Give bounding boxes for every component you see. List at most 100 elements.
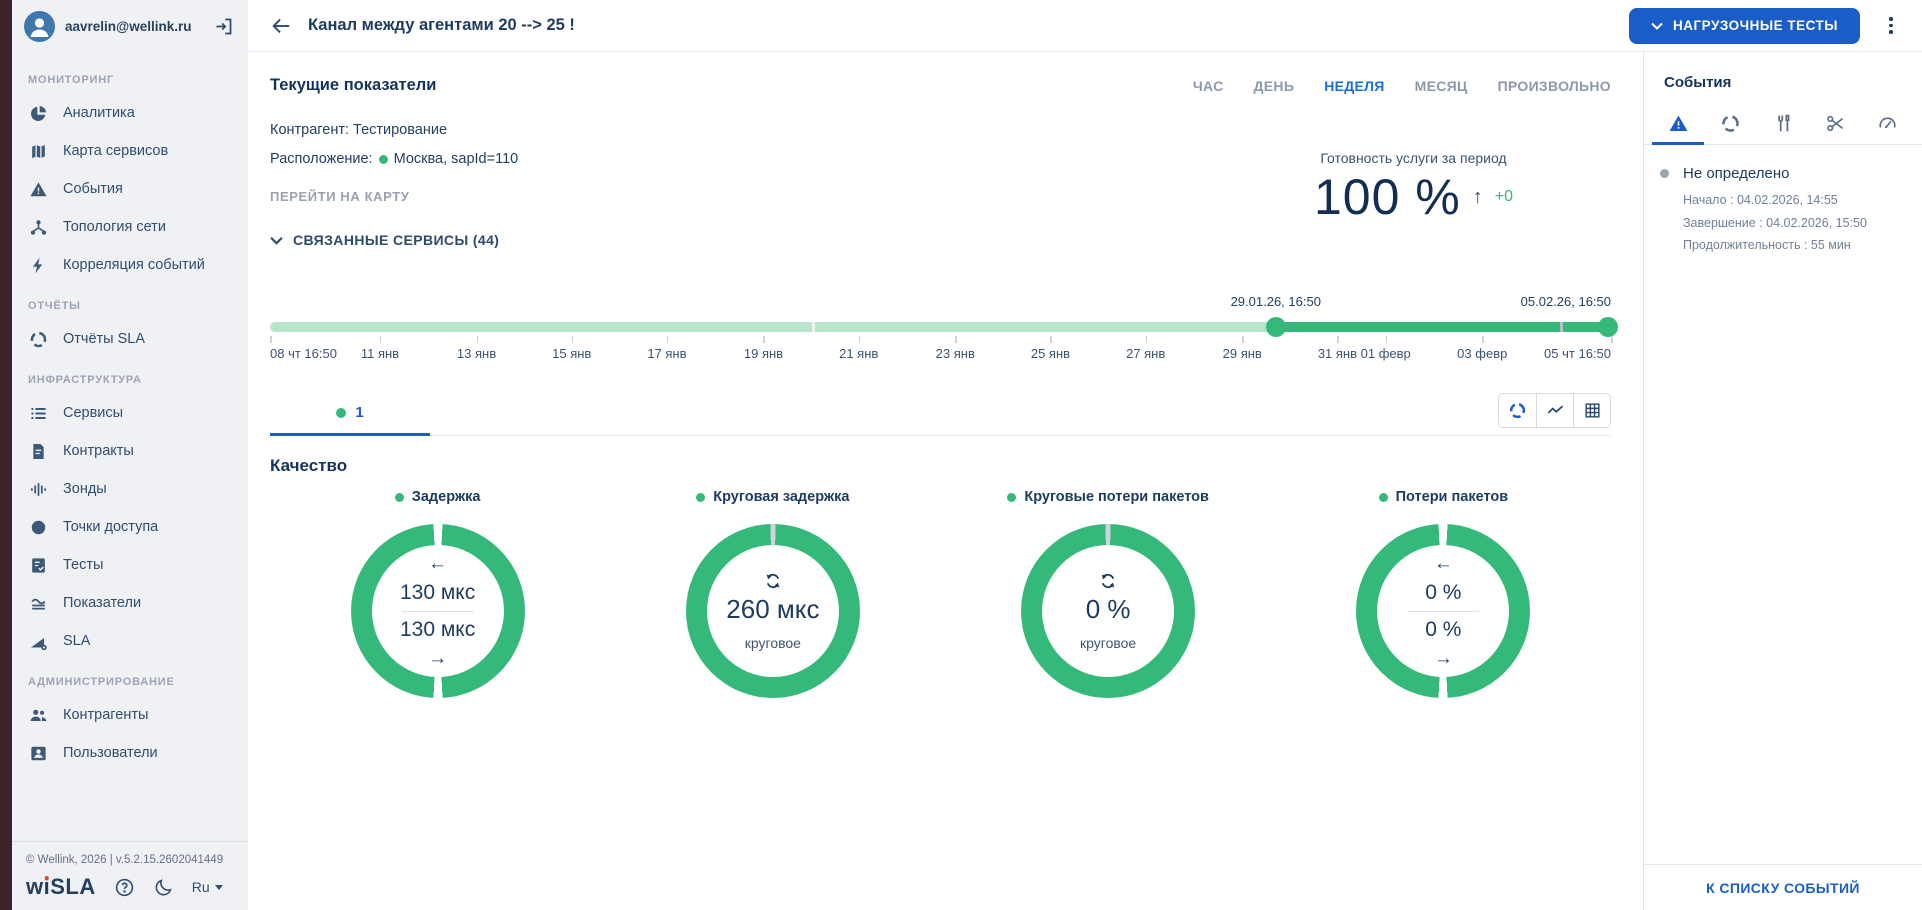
sidebar-item-sla-reports[interactable]: Отчёты SLA [12, 320, 248, 358]
related-services-label: СВЯЗАННЫЕ СЕРВИСЫ (44) [293, 232, 500, 248]
timeline-tick-label: 13 янв [456, 346, 497, 361]
people-icon [28, 705, 48, 725]
timeline-tick [1145, 336, 1148, 343]
slider-start-handle[interactable] [1265, 317, 1286, 337]
events-tab-performance[interactable] [1862, 105, 1914, 145]
sidebar-item-counterparties[interactable]: Контрагенты [12, 696, 248, 734]
range-end-label: 05.02.26, 16:50 [1520, 294, 1611, 309]
timeline-tick [858, 336, 861, 343]
events-tab-sla[interactable] [1704, 105, 1756, 145]
sidebar-item-correlation[interactable]: Корреляция событий [12, 246, 248, 284]
help-icon[interactable] [114, 877, 135, 898]
sidebar-section-administration: АДМИНИСТРИРОВАНИЕ [28, 676, 175, 688]
event-status-dot [1660, 169, 1669, 178]
sidebar-item-label: Пользователи [63, 745, 158, 761]
period-tab-week[interactable]: НЕДЕЛЯ [1324, 78, 1385, 94]
checklist-icon [28, 555, 48, 575]
slider-selected-range [1275, 322, 1611, 332]
sidebar-item-label: Зонды [63, 481, 107, 497]
sidebar-item-label: Корреляция событий [63, 257, 205, 273]
period-tab-day[interactable]: ДЕНЬ [1253, 78, 1295, 94]
gauge-icon [1879, 117, 1896, 129]
donut-value-top: 0 % [1425, 581, 1462, 605]
timeline-tick [476, 336, 478, 343]
timeline-tick [379, 336, 382, 343]
sidebar-item-events[interactable]: События [12, 170, 248, 208]
sidebar-item-services[interactable]: Сервисы [12, 394, 248, 432]
current-indicators-title: Текущие показатели [270, 76, 437, 94]
timeline-tick-label: 08 чт 16:50 [270, 346, 337, 361]
sidebar-item-access-points[interactable]: Точки доступа [12, 508, 248, 546]
slider-end-handle[interactable] [1598, 317, 1618, 337]
sidebar-item-label: SLA [63, 633, 91, 649]
sidebar: aavrelin@wellink.ru МОНИТОРИНГ Аналитика… [12, 0, 248, 910]
sidebar-section-reports: ОТЧЁТЫ [28, 300, 81, 312]
arrow-right-icon: → [428, 647, 448, 669]
event-list-item[interactable]: Не определено Начало : 04.02.2026, 14:55… [1644, 145, 1922, 257]
go-to-events-list-link[interactable]: К СПИСКУ СОБЫТИЙ [1706, 879, 1860, 896]
view-chart-button[interactable] [1536, 394, 1573, 427]
events-tab-maintenance[interactable] [1757, 105, 1809, 145]
period-tab-custom[interactable]: ПРОИЗВОЛЬНО [1497, 78, 1611, 94]
donut-ring: ← 130 мкс 130 мкс → [350, 524, 525, 698]
timeline-tick-label: 05 чт 16:50 [1544, 346, 1611, 361]
quality-donuts: Задержка ← 130 мкс 130 мкс → [270, 486, 1611, 698]
slider-track [270, 322, 1611, 332]
donut-ring: 260 мкс круговое [685, 524, 860, 698]
events-panel: События [1643, 52, 1922, 910]
sidebar-item-analytics[interactable]: Аналитика [12, 94, 248, 132]
view-table-button[interactable] [1573, 394, 1610, 427]
active-tab-underline [270, 433, 430, 436]
availability-delta: +0 [1494, 188, 1513, 205]
event-duration: Продолжительность : 55 мин [1683, 238, 1851, 252]
load-tests-button[interactable]: НАГРУЗОЧНЫЕ ТЕСТЫ [1629, 7, 1860, 44]
logout-icon[interactable] [213, 16, 234, 37]
sidebar-item-probes[interactable]: Зонды [12, 470, 248, 508]
sidebar-item-users[interactable]: Пользователи [12, 734, 248, 772]
chevron-down-icon [1651, 22, 1663, 30]
period-tab-month[interactable]: МЕСЯЦ [1414, 78, 1468, 94]
timeline-tick [1242, 336, 1244, 343]
document-icon [28, 441, 48, 461]
sidebar-item-label: Карта сервисов [63, 143, 169, 159]
location-line: Расположение: Москва, sapId=110 [270, 151, 1611, 167]
timeline-tick-label: 17 янв [647, 346, 687, 361]
tools-icon [1777, 114, 1789, 132]
main-panel: Текущие показатели ЧАС ДЕНЬ НЕДЕЛЯ МЕСЯЦ… [248, 52, 1643, 910]
timeline-tick [763, 336, 765, 343]
donut-sublabel: круговое [744, 635, 801, 652]
events-tab-incidents[interactable] [1652, 105, 1705, 145]
event-details: Начало : 04.02.2026, 14:55 Завершение : … [1683, 189, 1908, 257]
events-tab-breaks[interactable] [1809, 105, 1861, 145]
sidebar-item-topology[interactable]: Топология сети [12, 208, 248, 246]
sidebar-user-row: aavrelin@wellink.ru [12, 0, 248, 48]
circular-arrows-icon [763, 571, 783, 591]
dark-mode-moon-icon[interactable] [153, 877, 174, 898]
sidebar-item-label: События [63, 181, 123, 197]
range-start-label: 29.01.26, 16:50 [1230, 294, 1321, 309]
sidebar-item-label: Показатели [63, 595, 142, 611]
sidebar-item-indicators[interactable]: Показатели [12, 584, 248, 622]
sidebar-item-contracts[interactable]: Контракты [12, 432, 248, 470]
time-range-slider: 29.01.26, 16:50 05.02.26, 16:50 08 чт 16… [270, 294, 1618, 370]
scissors-icon [1827, 115, 1843, 132]
more-options-kebab-icon[interactable] [1882, 17, 1900, 34]
back-arrow-icon[interactable] [270, 15, 292, 37]
legend-dot [696, 492, 706, 502]
sidebar-item-sla[interactable]: SLA [12, 622, 248, 660]
sidebar-item-service-map[interactable]: Карта сервисов [12, 132, 248, 170]
go-to-map-link[interactable]: ПЕРЕЙТИ НА КАРТУ [270, 189, 410, 204]
waves-icon [28, 593, 48, 613]
sidebar-item-tests[interactable]: Тесты [12, 546, 248, 584]
period-tab-hour[interactable]: ЧАС [1192, 78, 1224, 94]
timeline-tick [1482, 336, 1484, 343]
legend-dot [1378, 492, 1388, 502]
timeline-tick [1385, 336, 1388, 343]
related-services-toggle[interactable]: СВЯЗАННЫЕ СЕРВИСЫ (44) [270, 232, 1611, 248]
timeline-tick [1050, 336, 1052, 343]
event-name: Не определено [1683, 165, 1790, 182]
service-tab-1[interactable]: 1 [270, 404, 430, 435]
view-donut-button[interactable] [1499, 394, 1536, 427]
language-selector[interactable]: Ru [192, 879, 223, 895]
